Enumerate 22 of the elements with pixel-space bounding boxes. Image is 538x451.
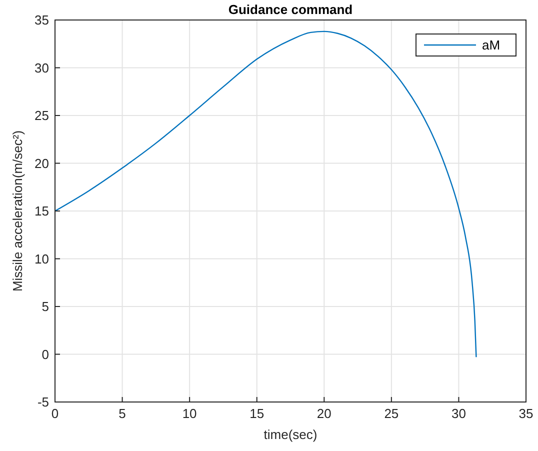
x-tick-label: 0	[51, 406, 59, 421]
x-tick-label: 20	[316, 406, 332, 421]
x-axis-title: time(sec)	[264, 427, 318, 442]
x-tick-label: 35	[518, 406, 534, 421]
y-tick-label: 10	[34, 251, 49, 266]
y-tick-label: 0	[42, 346, 49, 362]
y-axis-title: Missile acceleration(m/sec²)	[10, 130, 25, 292]
y-tick-label: 25	[34, 108, 49, 123]
y-tick-label: 35	[34, 12, 49, 28]
line-series	[54, 30, 477, 358]
legend-label: aM	[482, 38, 500, 52]
y-tick-label: 20	[34, 156, 49, 171]
y-tick-label: 5	[42, 299, 49, 314]
x-tick-label: 10	[182, 406, 197, 421]
x-tick-label: 15	[250, 406, 264, 421]
x-tick-label: 30	[451, 406, 466, 421]
y-tick-label: 30	[34, 60, 49, 76]
chart-title: Guidance command	[228, 2, 353, 17]
y-tick-label: 15	[34, 204, 49, 218]
x-tick-label: 25	[384, 406, 399, 421]
y-tick-label: -5	[37, 394, 49, 410]
x-tick-label: 5	[118, 406, 126, 421]
